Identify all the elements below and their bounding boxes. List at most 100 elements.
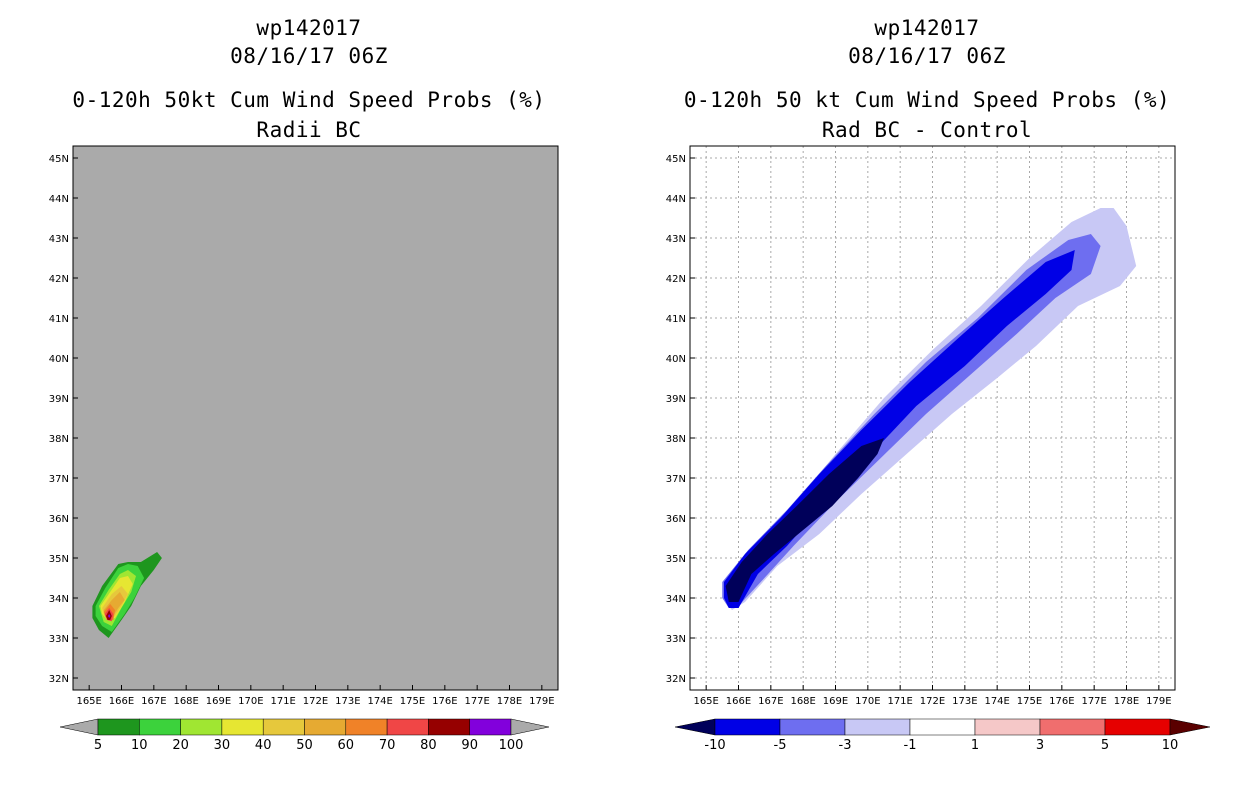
left-ytick-label-32N: 32N — [49, 674, 69, 685]
left-colorbar-label-3: 30 — [214, 738, 231, 753]
left-ytick-label-39N: 39N — [49, 394, 69, 405]
right-xtick-label-169E: 169E — [823, 696, 848, 707]
left-plot-area — [73, 146, 558, 690]
right-xtick-label-176E: 176E — [1049, 696, 1074, 707]
left-ytick-label-44N: 44N — [49, 194, 69, 205]
left-colorbar-swatch-9 — [469, 718, 512, 736]
right-colorbar-label-3: -1 — [904, 738, 917, 753]
right-ytick-label-33N: 33N — [666, 634, 686, 645]
left-ytick-label-34N: 34N — [49, 594, 69, 605]
left-colorbar-over-arrow — [510, 718, 550, 736]
left-colorbar-swatch-7 — [386, 718, 429, 736]
right-ytick-label-39N: 39N — [666, 394, 686, 405]
left-ytick-label-42N: 42N — [49, 274, 69, 285]
left-xtick-label-179E: 179E — [529, 696, 554, 707]
right-ytick-label-40N: 40N — [666, 354, 686, 365]
right-ytick-label-41N: 41N — [666, 314, 686, 325]
left-xtick-label-168E: 168E — [173, 696, 198, 707]
left-xtick-label-176E: 176E — [432, 696, 457, 707]
left-colorbar-swatch-6 — [345, 718, 388, 736]
left-ytick-label-41N: 41N — [49, 314, 69, 325]
left-colorbar-swatch-5 — [304, 718, 347, 736]
right-xtick-label-166E: 166E — [726, 696, 751, 707]
left-xtick-label-172E: 172E — [303, 696, 328, 707]
left-xtick-label-174E: 174E — [367, 696, 392, 707]
left-probability-map: 165E 166E 167E 168E 169E 170E 171E 172E 173E 174E… — [49, 145, 559, 753]
right-ytick-label-38N: 38N — [666, 434, 686, 445]
left-colorbar-label-8: 80 — [420, 738, 437, 753]
right-colorbar-swatch-3 — [909, 718, 976, 736]
left-colorbar-label-10: 100 — [499, 738, 524, 753]
right-ytick-label-44N: 44N — [666, 194, 686, 205]
left-colorbar-label-2: 20 — [172, 738, 189, 753]
right-xtick-label-168E: 168E — [790, 696, 815, 707]
right-difference-map: 165E 166E 167E 168E 169E 170E 171E 172E 173E 174E… — [666, 145, 1211, 753]
left-xtick-label-173E: 173E — [335, 696, 360, 707]
left-ytick-label-38N: 38N — [49, 434, 69, 445]
left-xtick-label-175E: 175E — [400, 696, 425, 707]
right-colorbar-swatch-2 — [844, 718, 911, 736]
right-xtick-label-177E: 177E — [1081, 696, 1106, 707]
right-ytick-label-32N: 32N — [666, 674, 686, 685]
left-xtick-label-166E: 166E — [109, 696, 134, 707]
right-xtick-label-172E: 172E — [920, 696, 945, 707]
left-xtick-label-171E: 171E — [270, 696, 295, 707]
right-xtick-label-179E: 179E — [1146, 696, 1171, 707]
right-colorbar-label-4: 1 — [971, 738, 979, 753]
left-colorbar-label-1: 10 — [131, 738, 148, 753]
left-colorbar-label-6: 60 — [338, 738, 355, 753]
right-chart-panel: wp142017 08/16/17 06Z 0-120h 50 kt Cum W… — [618, 0, 1236, 800]
left-colorbar-label-4: 40 — [255, 738, 272, 753]
left-datetime: 08/16/17 06Z — [230, 44, 388, 68]
right-chart-title: 0-120h 50 kt Cum Wind Speed Probs (%) — [683, 88, 1171, 112]
right-chart-subtitle: Rad BC - Control — [821, 118, 1033, 142]
right-colorbar-swatch-5 — [1039, 718, 1106, 736]
left-colorbar-label-7: 70 — [379, 738, 396, 753]
right-xtick-label-165E: 165E — [693, 696, 718, 707]
right-colorbar-swatch-0 — [714, 718, 781, 736]
left-chart-title: 0-120h 50kt Cum Wind Speed Probs (%) — [72, 88, 546, 112]
right-colorbar-swatch-1 — [779, 718, 846, 736]
right-xtick-label-174E: 174E — [984, 696, 1009, 707]
right-colorbar-over-arrow — [1169, 718, 1211, 736]
right-colorbar-label-6: 5 — [1101, 738, 1109, 753]
left-colorbar-swatch-0 — [97, 718, 140, 736]
right-xtick-label-167E: 167E — [758, 696, 783, 707]
left-colorbar-swatch-1 — [139, 718, 181, 736]
left-xtick-label-169E: 169E — [206, 696, 231, 707]
right-colorbar-swatch-4 — [974, 718, 1041, 736]
right-xtick-label-175E: 175E — [1017, 696, 1042, 707]
right-xtick-label-170E: 170E — [855, 696, 880, 707]
left-colorbar-label-9: 90 — [461, 738, 478, 753]
right-xtick-label-171E: 171E — [887, 696, 912, 707]
right-colorbar-label-1: -5 — [774, 738, 787, 753]
left-chart-panel: wp142017 08/16/17 06Z 0-120h 50kt Cum Wi… — [49, 16, 559, 753]
right-xtick-label-178E: 178E — [1114, 696, 1139, 707]
right-colorbar-label-2: -3 — [839, 738, 852, 753]
left-ytick-label-36N: 36N — [49, 514, 69, 525]
left-ytick-label-43N: 43N — [49, 234, 69, 245]
left-colorbar-swatch-3 — [221, 718, 264, 736]
left-ytick-label-33N: 33N — [49, 634, 69, 645]
right-ytick-label-43N: 43N — [666, 234, 686, 245]
right-colorbar-label-7: 10 — [1162, 738, 1179, 753]
left-colorbar-swatch-4 — [262, 718, 305, 736]
left-xtick-label-170E: 170E — [238, 696, 263, 707]
left-colorbar-label-0: 5 — [94, 738, 102, 753]
right-datetime: 08/16/17 06Z — [848, 44, 1006, 68]
left-colorbar-under-arrow — [59, 718, 99, 736]
left-xtick-label-165E: 165E — [76, 696, 101, 707]
left-xtick-label-177E: 177E — [464, 696, 489, 707]
left-colorbar-label-5: 50 — [296, 738, 313, 753]
right-colorbar-under-arrow — [674, 718, 716, 736]
right-ytick-label-34N: 34N — [666, 594, 686, 605]
right-colorbar-label-0: -10 — [704, 738, 725, 753]
left-ytick-label-35N: 35N — [49, 554, 69, 565]
left-colorbar-swatch-2 — [180, 718, 223, 736]
left-xtick-label-167E: 167E — [141, 696, 166, 707]
right-contour-level--5 — [724, 250, 1075, 608]
left-chart-subtitle: Radii BC — [256, 118, 362, 142]
right-ytick-label-45N: 45N — [666, 154, 686, 165]
left-contour-level-90 — [107, 614, 111, 618]
right-storm-id: wp142017 — [874, 16, 980, 40]
